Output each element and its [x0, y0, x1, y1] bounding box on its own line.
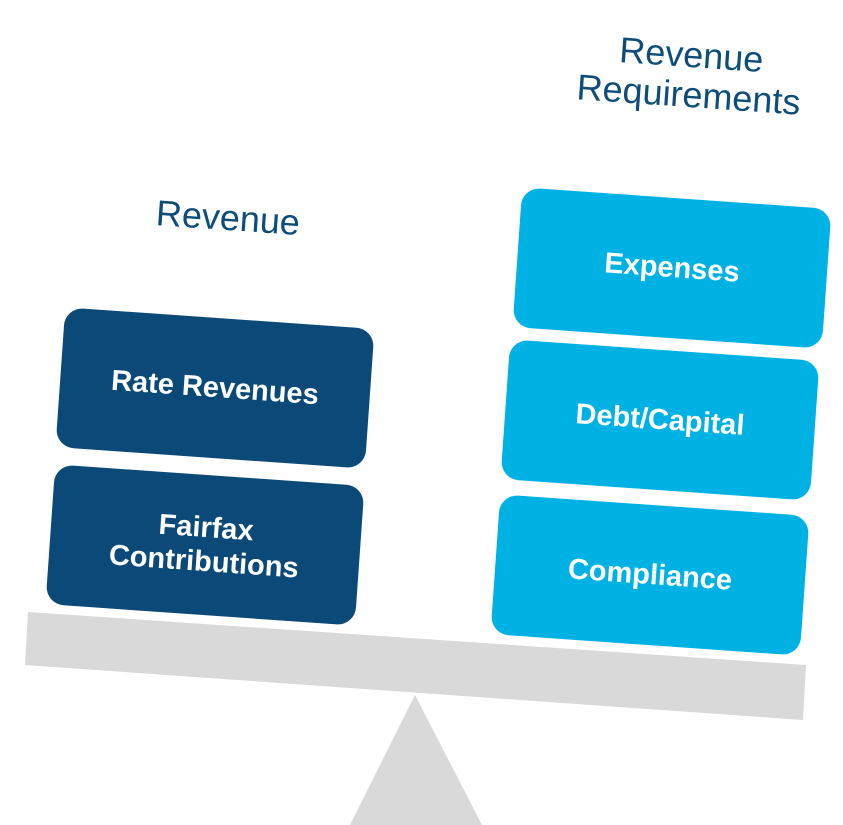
revenue-block: Rate Revenues: [55, 307, 375, 469]
requirement-block: Compliance: [490, 494, 810, 656]
fulcrum: [350, 695, 482, 825]
beam: [25, 612, 806, 720]
requirement-block: Expenses: [512, 187, 832, 349]
requirement-block: Debt/Capital: [500, 339, 820, 501]
revenue-block: Fairfax Contributions: [45, 464, 365, 626]
